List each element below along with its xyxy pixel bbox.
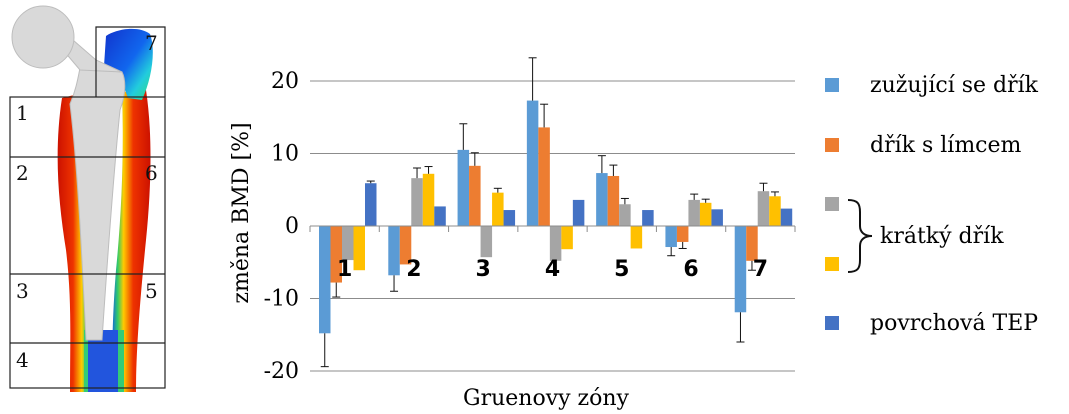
legend-label-series5: povrchová TEP	[870, 311, 1038, 336]
bar-series5-zone2	[434, 206, 446, 226]
bone-cortex-left	[57, 92, 92, 392]
bar-series3-zone2	[411, 178, 423, 226]
bar-chart: -20 -10 0 10 20 1 2 3 4 5 6 7 změna BMD [%] Grueno…	[229, 57, 796, 411]
y-axis-label: změna BMD [%]	[229, 122, 254, 303]
femur-zone-label-3: 3	[16, 279, 29, 303]
y-tick-label: -10	[264, 287, 299, 312]
legend-swatch-series1	[825, 78, 839, 92]
category-label-zone-5: 5	[614, 257, 629, 282]
legend-bracket-label: krátký dřík	[880, 224, 1004, 249]
x-axis-label: Gruenovy zóny	[463, 386, 630, 411]
bar-series4-zone1	[353, 226, 365, 271]
grid-lines	[310, 80, 795, 372]
category-label-zone-6: 6	[683, 257, 698, 282]
legend-swatch-series3	[825, 197, 839, 211]
bar-series5-zone6	[711, 209, 723, 226]
y-tick-label: 10	[271, 142, 299, 167]
bar-series1-zone3	[457, 149, 470, 226]
bar-series1-zone5	[596, 173, 608, 226]
bar-series1-zone2	[388, 226, 400, 276]
femur-zone-label-1: 1	[16, 101, 29, 125]
legend: zužující se dřík dřík s límcem povrchová T…	[825, 73, 1039, 336]
bar-series2-zone5	[607, 175, 620, 226]
implant-head	[11, 5, 75, 69]
legend-label-series2: dřík s límcem	[870, 133, 1022, 158]
bone-cortex-right	[112, 90, 151, 392]
bar-series5-zone3	[503, 210, 516, 226]
bar-series4-zone5	[630, 226, 643, 249]
category-label-zone-2: 2	[406, 257, 421, 282]
bar-series5-zone1	[365, 183, 377, 226]
bar-series1-zone7	[734, 226, 747, 313]
bar-series1-zone6	[665, 226, 677, 248]
bar-series5-zone5	[642, 210, 654, 226]
femur-zone-label-2: 2	[16, 161, 29, 185]
bars	[319, 100, 793, 334]
femur-zone-label-6: 6	[145, 161, 158, 185]
bar-series3-zone7	[757, 191, 770, 226]
bar-series4-zone6	[699, 202, 712, 226]
bar-series3-zone6	[688, 199, 700, 226]
legend-swatch-series5	[825, 316, 839, 330]
bar-series4-zone2	[422, 173, 435, 226]
bar-series3-zone4	[549, 226, 562, 261]
femur-illustration: 1 2 3 4 5 6 7	[9, 5, 166, 392]
y-tick-label: 20	[271, 69, 299, 94]
bar-series2-zone7	[746, 226, 758, 261]
bar-series3-zone1	[342, 226, 354, 261]
gruen-zone-boxes	[9, 26, 166, 389]
legend-bracket	[847, 199, 873, 273]
y-tick-labels: -20 -10 0 10 20	[264, 69, 299, 384]
category-labels: 1 2 3 4 5 6 7	[337, 257, 768, 282]
bar-series4-zone3	[492, 192, 504, 226]
bar-series3-zone5	[619, 204, 631, 226]
legend-label-series1: zužující se dřík	[870, 73, 1039, 98]
legend-swatch-series4	[825, 257, 839, 271]
greater-trochanter	[104, 28, 153, 100]
zero-axis	[309, 225, 796, 232]
bar-series2-zone6	[676, 226, 689, 242]
category-label-zone-4: 4	[545, 257, 560, 282]
error-bars	[320, 57, 779, 368]
bar-series5-zone4	[572, 199, 585, 226]
bar-series4-zone7	[769, 196, 781, 226]
category-label-zone-3: 3	[476, 257, 491, 282]
bar-series4-zone4	[561, 226, 573, 250]
category-label-zone-7: 7	[753, 257, 768, 282]
femur-zone-label-4: 4	[16, 348, 29, 372]
bar-series2-zone3	[469, 165, 481, 226]
bar-series1-zone1	[319, 226, 331, 334]
y-tick-label: 0	[285, 214, 299, 239]
y-tick-label: -20	[264, 359, 299, 384]
bar-series2-zone1	[330, 226, 342, 283]
legend-swatch-series2	[825, 138, 839, 152]
femur-zone-label-5: 5	[145, 279, 158, 303]
bar-series1-zone4	[526, 100, 539, 226]
femur-zone-label-7: 7	[145, 31, 158, 55]
bar-series5-zone7	[780, 208, 793, 226]
bar-series2-zone4	[538, 127, 550, 226]
bar-series2-zone2	[399, 226, 412, 265]
bar-series3-zone3	[480, 226, 493, 258]
category-label-zone-1: 1	[337, 257, 352, 282]
